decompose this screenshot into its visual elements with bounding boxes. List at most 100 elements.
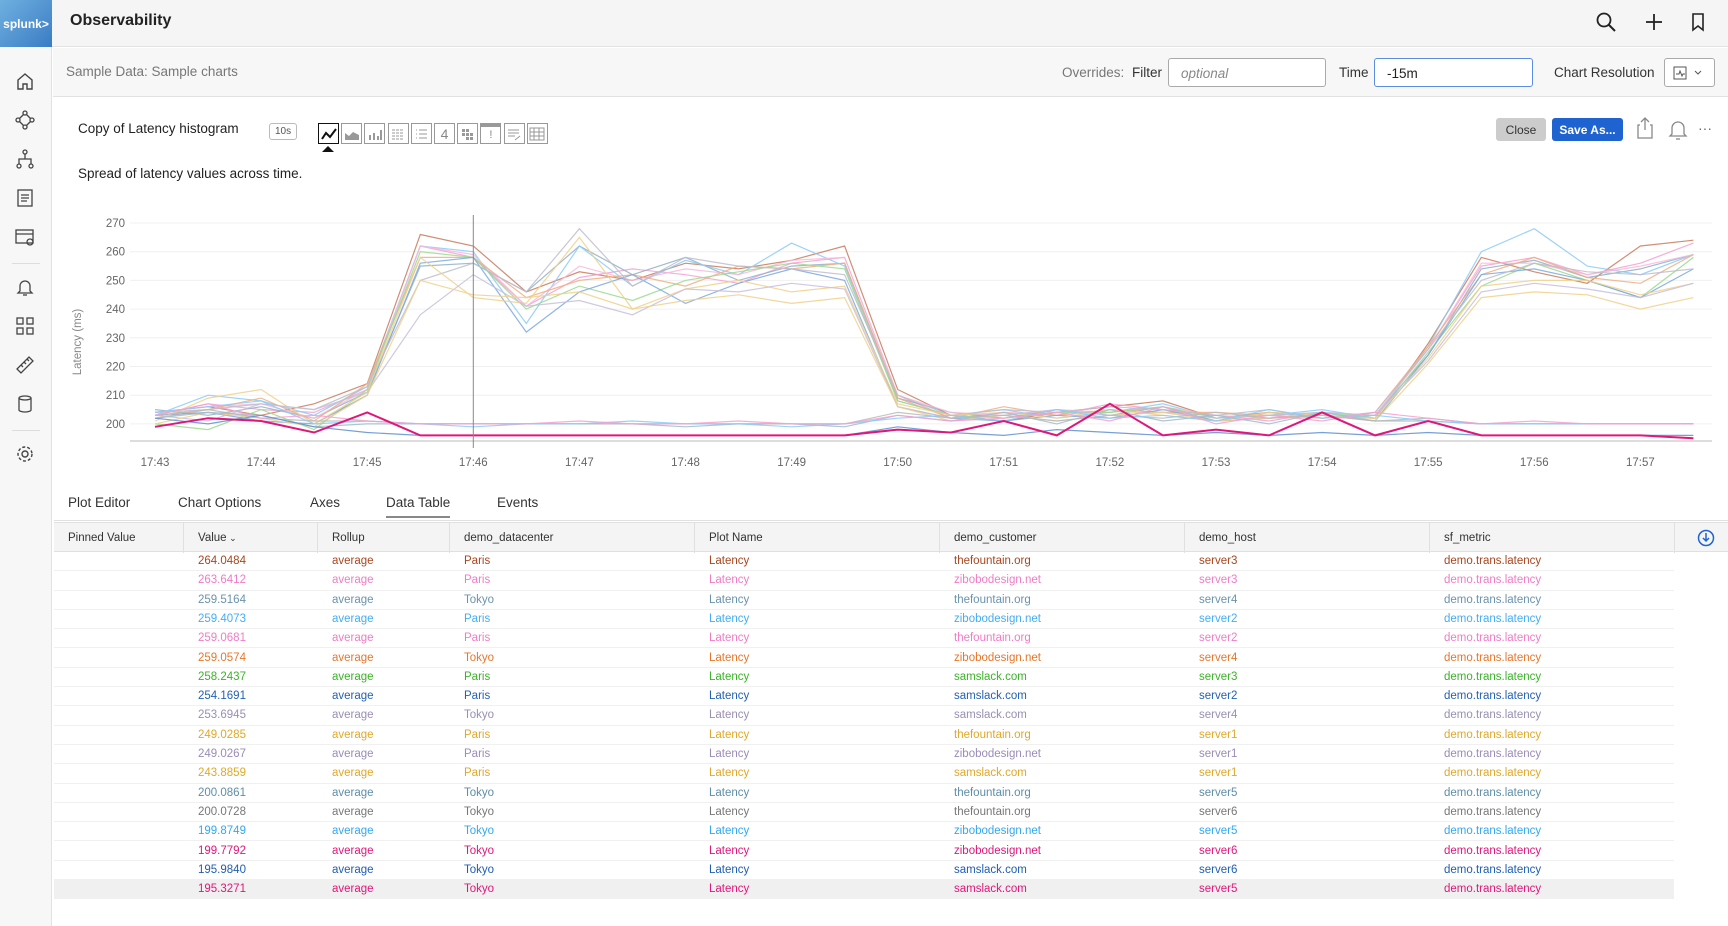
latency-line-chart: 200 210 220 230 240 250 260 270 17:43 17:44 17:45 1… xyxy=(72,215,1712,469)
cell-dc: Paris xyxy=(464,574,491,587)
cell-rollup: average xyxy=(332,863,374,876)
area-chart-icon[interactable] xyxy=(341,123,363,144)
chart-title[interactable]: Copy of Latency histogram xyxy=(78,121,239,136)
column-header-label: Plot Name xyxy=(709,532,763,544)
column-header-demo_datacenter[interactable]: demo_datacenter xyxy=(450,523,695,553)
cell-rollup: average xyxy=(332,670,374,683)
splunk-logo[interactable]: splunk> xyxy=(0,0,52,47)
cell-rollup: average xyxy=(332,593,374,606)
cell-value: 259.5164 xyxy=(198,593,246,606)
time-input[interactable]: -15m xyxy=(1374,58,1533,87)
filter-input[interactable]: optional xyxy=(1168,58,1326,87)
histogram-icon[interactable] xyxy=(387,123,409,144)
share-icon[interactable] xyxy=(1636,116,1654,145)
single-value-icon[interactable]: 4 xyxy=(434,123,455,144)
close-button[interactable]: Close xyxy=(1496,118,1546,141)
column-header-rollup[interactable]: Rollup xyxy=(318,523,450,553)
heatmap-icon[interactable] xyxy=(457,123,479,144)
list-icon[interactable] xyxy=(410,123,432,144)
table-row[interactable]: 259.0574 average Tokyo Latency zibobodesign.… xyxy=(54,649,1674,668)
column-header-demo_host[interactable]: demo_host xyxy=(1185,523,1430,553)
cell-rollup: average xyxy=(332,883,374,896)
cell-value: 258.2437 xyxy=(198,670,246,683)
table-row[interactable]: 249.0267 average Paris Latency zibobodesign.… xyxy=(54,745,1674,765)
series-line xyxy=(154,233,1694,422)
x-tick-label: 17:57 xyxy=(1626,457,1655,469)
tab-chart-options[interactable]: Chart Options xyxy=(178,495,262,510)
table-row[interactable]: 199.8749 average Tokyo Latency zibobodesign.… xyxy=(54,822,1674,842)
tab-events[interactable]: Events xyxy=(497,495,539,510)
line-chart-icon[interactable] xyxy=(318,123,339,144)
table-row[interactable]: 263.6412 average Paris Latency zibobodesign.… xyxy=(54,571,1674,591)
cell-value: 253.6945 xyxy=(198,709,246,722)
column-header-plot-name[interactable]: Plot Name xyxy=(695,523,940,553)
table-row[interactable]: 200.0728 average Tokyo Latency thefountain.o… xyxy=(54,803,1674,823)
cell-dc: Tokyo xyxy=(464,651,495,664)
alert-bell-icon[interactable] xyxy=(1668,118,1688,147)
table-row[interactable]: 254.1691 average Paris Latency samslack.com s… xyxy=(54,687,1674,707)
table-row[interactable]: 253.6945 average Tokyo Latency samslack.com s… xyxy=(54,706,1674,726)
more-options-button[interactable]: ··· xyxy=(1698,120,1712,136)
column-chart-icon[interactable] xyxy=(364,123,386,144)
tab-plot-editor[interactable]: Plot Editor xyxy=(68,495,131,510)
column-header-sf_metric[interactable]: sf_metric xyxy=(1430,523,1675,553)
cell-value: 200.0861 xyxy=(198,786,246,799)
cell-host: server4 xyxy=(1199,651,1238,664)
cell-host: server5 xyxy=(1199,786,1238,799)
plus-icon[interactable] xyxy=(1640,8,1668,36)
text-icon[interactable] xyxy=(503,123,525,144)
cell-rollup: average xyxy=(332,555,374,567)
logs-icon[interactable] xyxy=(12,185,38,211)
cell-value: 249.0267 xyxy=(198,748,246,760)
event-feed-icon[interactable]: ! xyxy=(480,123,502,144)
settings-icon[interactable] xyxy=(12,441,38,467)
database-icon[interactable] xyxy=(12,391,38,417)
cell-metric: demo.trans.latency xyxy=(1444,728,1542,741)
save-as-button[interactable]: Save As... xyxy=(1552,118,1623,141)
table-row[interactable]: 200.0861 average Tokyo Latency thefountain.o… xyxy=(54,784,1674,803)
table-row[interactable]: 264.0484 average Paris Latency thefountain.o… xyxy=(54,552,1674,572)
cell-plot: Latency xyxy=(709,574,750,587)
x-tick-label: 17:53 xyxy=(1202,457,1231,469)
cell-dc: Tokyo xyxy=(464,786,495,799)
dashboards-icon[interactable] xyxy=(12,313,38,339)
download-csv-icon[interactable] xyxy=(1697,529,1715,552)
cell-rollup: average xyxy=(332,612,374,625)
bookmark-icon[interactable] xyxy=(1684,8,1712,36)
cell-value: 199.8749 xyxy=(198,825,246,838)
chart-resolution-select[interactable] xyxy=(1664,58,1715,87)
table-row[interactable]: 243.8859 average Paris Latency samslack.com s… xyxy=(54,764,1674,784)
home-icon[interactable] xyxy=(12,68,38,94)
y-axis-label: Latency (ms) xyxy=(72,309,84,376)
apm-icon[interactable] xyxy=(12,146,38,172)
cell-plot: Latency xyxy=(709,728,750,741)
column-header-value[interactable]: Value ⌄ xyxy=(184,523,318,553)
table-icon[interactable] xyxy=(526,123,548,144)
table-row[interactable]: 258.2437 average Paris Latency samslack.com s… xyxy=(54,668,1674,688)
cell-customer: zibobodesign.net xyxy=(954,651,1041,664)
alerts-icon[interactable] xyxy=(12,274,38,300)
infrastructure-icon[interactable] xyxy=(12,107,38,133)
table-row[interactable]: 195.3271 average Tokyo Latency samslack.com s… xyxy=(54,880,1674,900)
breadcrumb[interactable]: Sample Data: Sample charts xyxy=(66,64,238,79)
tab-data-table[interactable]: Data Table xyxy=(386,495,451,518)
cell-metric: demo.trans.latency xyxy=(1444,786,1542,799)
cell-metric: demo.trans.latency xyxy=(1444,805,1542,818)
synthetics-icon[interactable] xyxy=(12,224,38,250)
cell-metric: demo.trans.latency xyxy=(1444,574,1542,587)
tab-axes[interactable]: Axes xyxy=(310,495,341,510)
cell-plot: Latency xyxy=(709,555,750,567)
table-row[interactable]: 199.7792 average Tokyo Latency zibobodesign.… xyxy=(54,842,1674,861)
ruler-icon[interactable] xyxy=(12,352,38,378)
cell-value: 243.8859 xyxy=(198,767,246,780)
table-row[interactable]: 259.0681 average Paris Latency thefountain.o… xyxy=(54,629,1674,649)
y-tick-label: 270 xyxy=(106,218,125,230)
search-icon[interactable] xyxy=(1592,8,1620,36)
table-row[interactable]: 259.5164 average Tokyo Latency thefountain.o… xyxy=(54,591,1674,610)
table-row[interactable]: 249.0285 average Paris Latency thefountain.o… xyxy=(54,726,1674,745)
table-row[interactable]: 259.4073 average Paris Latency zibobodesign.… xyxy=(54,610,1674,630)
column-header-pinned-value[interactable]: Pinned Value xyxy=(54,523,184,553)
table-row[interactable]: 195.9840 average Tokyo Latency samslack.com s… xyxy=(54,861,1674,881)
cell-customer: samslack.com xyxy=(954,709,1027,722)
column-header-demo_customer[interactable]: demo_customer xyxy=(940,523,1185,553)
